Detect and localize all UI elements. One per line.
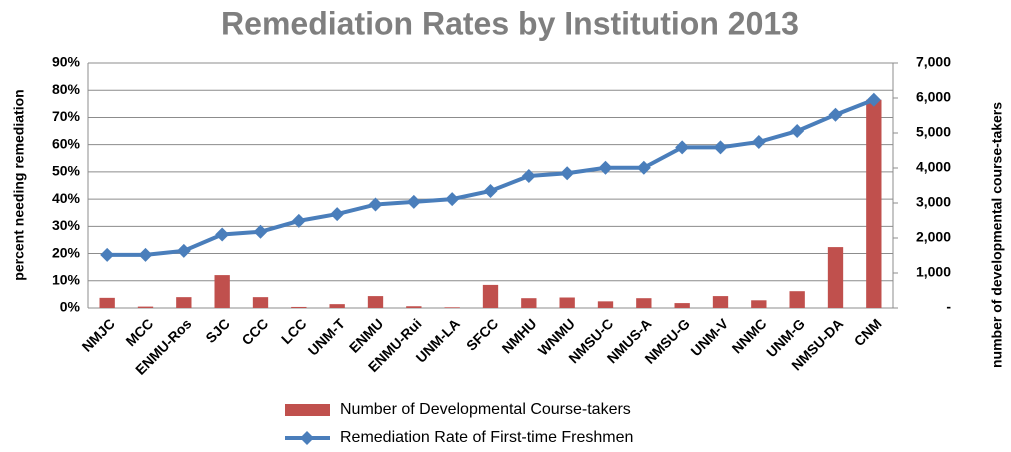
bar (176, 297, 192, 308)
legend-label: Number of Developmental Course-takers (340, 401, 631, 418)
y-tick-label: 50% (52, 163, 81, 179)
marker (330, 207, 345, 222)
bar (751, 300, 767, 308)
x-tick-label: CCC (238, 315, 271, 348)
bar (636, 298, 652, 308)
x-tick-label: SJC (202, 315, 233, 346)
bar (291, 306, 307, 308)
marker (636, 160, 651, 175)
marker (828, 107, 843, 122)
marker (521, 168, 536, 183)
bar (866, 99, 882, 308)
x-tick-label: NMJC (79, 315, 118, 354)
x-tick-label: LCC (278, 315, 310, 347)
y2-tick-label: 5,000 (916, 124, 951, 140)
bar (99, 297, 115, 308)
y2-tick-label: 4,000 (916, 159, 951, 175)
marker (751, 134, 766, 149)
marker (215, 227, 230, 242)
bar (406, 306, 422, 308)
marker (483, 183, 498, 198)
marker (406, 194, 421, 209)
marker (138, 247, 153, 262)
bar (252, 297, 269, 308)
y-tick-label: 20% (52, 244, 81, 260)
bar (789, 291, 805, 308)
y-tick-label: 30% (52, 217, 81, 233)
chart-title: Remediation Rates by Institution 2013 (221, 5, 799, 41)
bar (521, 298, 537, 308)
x-tick-label: MCC (122, 315, 156, 349)
y2-tick-label: 1,000 (916, 264, 951, 280)
x-tick-label: CNM (851, 315, 885, 349)
bar (712, 296, 729, 308)
y2-tick-label: 2,000 (916, 229, 951, 245)
y2-axis-title: number of developmental course-takers (989, 102, 1005, 368)
y-axis-title: percent needing remediation (11, 89, 27, 280)
y-tick-label: 70% (52, 108, 81, 124)
marker (713, 140, 728, 155)
bar (827, 247, 844, 308)
x-tick-label: UNM-V (687, 315, 731, 359)
bar (597, 301, 614, 308)
y-tick-label: 80% (52, 81, 81, 97)
legend-label: Remediation Rate of First-time Freshmen (340, 429, 633, 446)
bar (444, 307, 460, 308)
bar (482, 284, 499, 308)
x-tick-label: UNM-T (305, 315, 349, 359)
y-tick-label: 40% (52, 190, 81, 206)
y-tick-label: 90% (52, 54, 81, 70)
y2-tick-label: 3,000 (916, 194, 951, 210)
marker (291, 213, 306, 228)
x-tick-label: SFCC (463, 315, 501, 353)
marker (560, 166, 575, 181)
legend-swatch (285, 404, 330, 416)
marker (253, 224, 268, 239)
bar (367, 296, 384, 308)
marker (598, 160, 613, 175)
bar (674, 303, 690, 308)
marker (866, 92, 881, 107)
y2-tick-label: 6,000 (916, 89, 951, 105)
marker (176, 243, 191, 258)
marker (100, 247, 115, 262)
y-tick-label: 0% (60, 299, 81, 315)
marker (368, 197, 383, 212)
legend-swatch (300, 431, 314, 445)
y-tick-label: 10% (52, 271, 81, 287)
x-tick-label: NMHU (499, 315, 540, 356)
y2-tick-label: - (946, 299, 951, 315)
bar (559, 297, 575, 308)
marker (790, 124, 805, 139)
marker (445, 192, 460, 207)
marker (675, 140, 690, 155)
bar (137, 306, 154, 308)
bar (214, 275, 230, 308)
bar (329, 304, 345, 308)
y-tick-label: 60% (52, 135, 81, 151)
y2-tick-label: 7,000 (916, 54, 951, 70)
